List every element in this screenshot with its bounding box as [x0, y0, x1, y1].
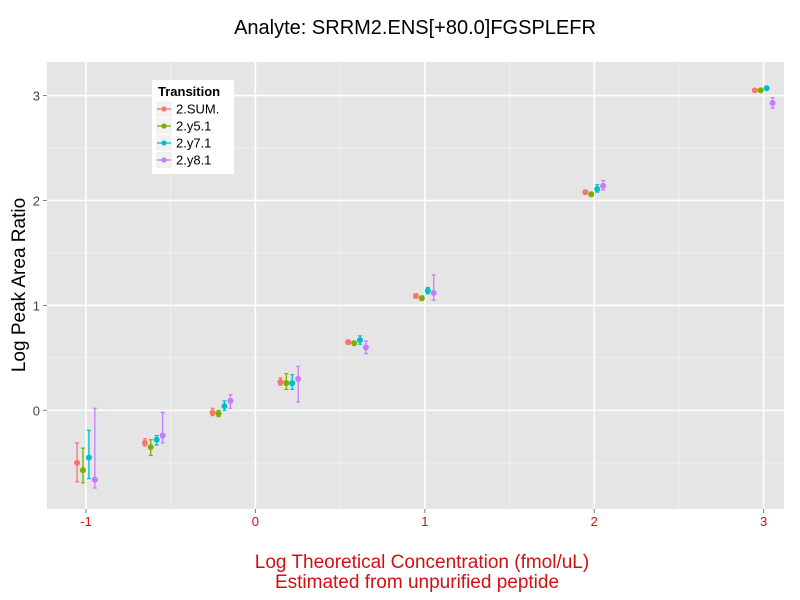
data-point — [91, 476, 98, 483]
legend-title: Transition — [158, 84, 220, 99]
x-axis-label-line1: Log Theoretical Concentration (fmol/uL) — [255, 552, 589, 573]
y-tick-label: 3 — [33, 89, 40, 104]
legend: Transition 2.SUM. 2.y5.1 2.y7.1 2.y8.1 — [152, 80, 234, 174]
data-point — [153, 436, 160, 443]
data-point — [283, 380, 290, 387]
y-tick-label: 0 — [33, 403, 40, 418]
data-point — [594, 185, 601, 192]
data-point — [351, 340, 358, 347]
data-point — [769, 99, 776, 106]
data-point — [80, 467, 87, 474]
data-point — [141, 439, 148, 446]
data-point — [345, 339, 352, 346]
data-point — [289, 380, 296, 387]
data-point — [85, 454, 92, 461]
data-point — [412, 292, 419, 299]
data-point — [221, 403, 228, 410]
legend-swatch-point — [161, 123, 167, 129]
plot-area: -1 0 1 2 3 0 1 2 3 — [33, 62, 784, 529]
y-tick-label: 2 — [33, 194, 40, 209]
legend-item-label: 2.SUM. — [176, 102, 219, 117]
x-tick-label: 3 — [760, 514, 767, 529]
legend-item-label: 2.y8.1 — [176, 153, 211, 168]
legend-swatch-point — [161, 157, 167, 163]
data-point — [763, 85, 770, 92]
data-point — [582, 189, 589, 196]
legend-item-label: 2.y5.1 — [176, 119, 211, 134]
data-point — [277, 379, 284, 386]
x-tick-label: -1 — [80, 514, 92, 529]
data-point — [227, 397, 234, 404]
legend-item-label: 2.y7.1 — [176, 136, 211, 151]
x-tick-label: 1 — [421, 514, 428, 529]
data-point — [751, 87, 758, 94]
data-point — [418, 295, 425, 302]
data-point — [209, 409, 216, 416]
data-point — [424, 287, 431, 294]
legend-swatch-point — [161, 106, 167, 112]
x-tick-label: 0 — [252, 514, 259, 529]
data-point — [600, 182, 607, 189]
data-point — [362, 344, 369, 351]
data-point — [147, 444, 154, 451]
legend-swatch-point — [161, 140, 167, 146]
data-point — [430, 289, 437, 296]
y-axis-label: Log Peak Area Ratio — [9, 198, 30, 372]
data-point — [74, 459, 81, 466]
x-tick-label: 2 — [591, 514, 598, 529]
data-point — [295, 375, 302, 382]
data-point — [757, 87, 764, 94]
x-axis-label-line2: Estimated from unpurified peptide — [275, 572, 559, 593]
data-point — [215, 410, 222, 417]
chart-title: Analyte: SRRM2.ENS[+80.0]FGSPLEFR — [234, 17, 596, 39]
data-point — [357, 337, 364, 344]
data-point — [588, 191, 595, 198]
y-tick-label: 1 — [33, 298, 40, 313]
data-point — [159, 432, 166, 439]
